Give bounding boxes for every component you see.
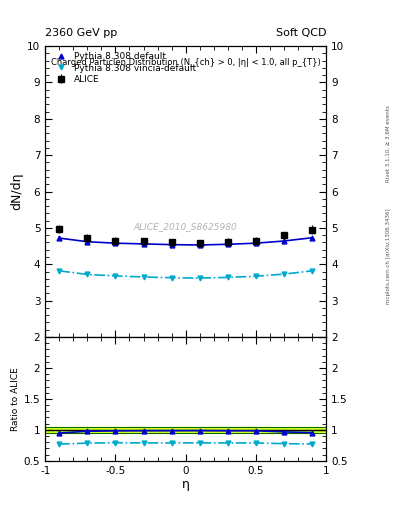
Text: 2360 GeV pp: 2360 GeV pp [45, 28, 118, 38]
Legend: Pythia 8.308 default, Pythia 8.308 vincia-default, ALICE: Pythia 8.308 default, Pythia 8.308 vinci… [50, 51, 198, 86]
Pythia 8.308 vincia-default [197, 275, 202, 281]
Line: Pythia 8.308 vincia-default: Pythia 8.308 vincia-default [57, 268, 314, 281]
Bar [45, 427, 326, 433]
Pythia 8.308 vincia-default [113, 273, 118, 279]
Pythia 8.308 vincia-default [310, 268, 314, 274]
Pythia 8.308 vincia-default [141, 274, 146, 280]
Text: Soft QCD: Soft QCD [276, 28, 326, 38]
Text: Charged Particleη Distribution (N_{ch} > 0, |η| < 1.0, all p_{T}): Charged Particleη Distribution (N_{ch} >… [51, 58, 321, 67]
Pythia 8.308 default [141, 241, 146, 247]
Text: Rivet 3.1.10, ≥ 3.6M events: Rivet 3.1.10, ≥ 3.6M events [386, 105, 391, 182]
Pythia 8.308 vincia-default [57, 268, 62, 274]
Text: ALICE_2010_S8625980: ALICE_2010_S8625980 [134, 222, 237, 231]
Pythia 8.308 default [197, 242, 202, 248]
X-axis label: η: η [182, 478, 190, 492]
Y-axis label: Ratio to ALICE: Ratio to ALICE [11, 367, 20, 431]
Pythia 8.308 default [113, 240, 118, 246]
Pythia 8.308 default [253, 240, 258, 246]
Pythia 8.308 default [169, 242, 174, 248]
Line: Pythia 8.308 default: Pythia 8.308 default [57, 236, 314, 247]
Text: mcplots.cern.ch [arXiv:1306.3436]: mcplots.cern.ch [arXiv:1306.3436] [386, 208, 391, 304]
Pythia 8.308 vincia-default [169, 274, 174, 281]
Pythia 8.308 default [282, 238, 286, 244]
Pythia 8.308 default [310, 234, 314, 241]
Pythia 8.308 vincia-default [282, 271, 286, 277]
Pythia 8.308 default [57, 235, 62, 241]
Pythia 8.308 vincia-default [226, 274, 230, 281]
Pythia 8.308 default [226, 241, 230, 247]
Pythia 8.308 vincia-default [253, 273, 258, 280]
Pythia 8.308 default [85, 239, 90, 245]
Y-axis label: dN/dη: dN/dη [10, 173, 23, 210]
Pythia 8.308 vincia-default [85, 271, 90, 278]
